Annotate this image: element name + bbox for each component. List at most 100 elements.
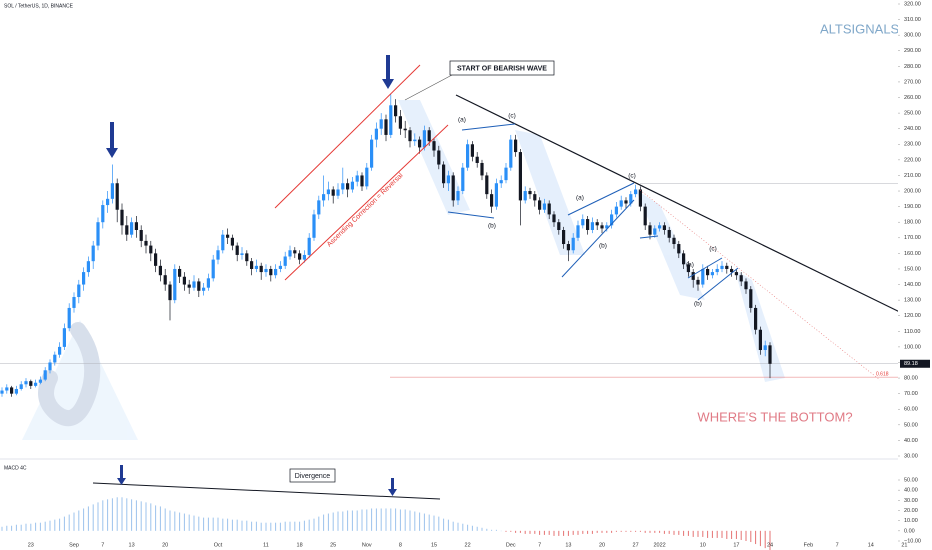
channel-line bbox=[274, 64, 421, 209]
candle-body bbox=[523, 191, 527, 201]
macd-bar bbox=[284, 521, 286, 531]
macd-bar bbox=[404, 509, 406, 531]
macd-bar bbox=[371, 508, 373, 531]
macd-bar bbox=[20, 524, 22, 531]
candle-body bbox=[480, 162, 484, 176]
y2-tick-label: 30.00 bbox=[904, 498, 918, 504]
candle-body bbox=[293, 250, 297, 254]
macd-bar bbox=[351, 510, 353, 531]
macd-bar bbox=[399, 509, 401, 531]
brand: ALTSIGNALS bbox=[820, 21, 900, 36]
candle-body bbox=[682, 253, 686, 265]
wedge-line bbox=[567, 182, 635, 216]
macd-bar bbox=[260, 522, 262, 531]
candle-body bbox=[677, 244, 681, 254]
macd-bar bbox=[78, 510, 80, 531]
candle-body bbox=[538, 200, 542, 210]
candle-body bbox=[250, 261, 254, 269]
macd-bar bbox=[481, 527, 483, 531]
wave-label: (c) bbox=[709, 246, 717, 253]
macd-bar bbox=[505, 530, 507, 532]
macd-bar bbox=[375, 508, 377, 531]
macd-bar bbox=[759, 530, 761, 547]
macd-bar bbox=[337, 511, 339, 531]
wedge-line bbox=[639, 235, 659, 239]
candle-body bbox=[418, 139, 422, 148]
candle-body bbox=[211, 259, 215, 279]
macd-bar bbox=[126, 498, 128, 531]
y-tick-label: 100.00 bbox=[904, 344, 921, 350]
candle-body bbox=[466, 144, 470, 168]
macd-bar bbox=[380, 508, 382, 531]
candle-body bbox=[264, 268, 268, 273]
fib-label: 0.618 bbox=[876, 371, 889, 377]
candle-body bbox=[221, 234, 225, 251]
macd-bar bbox=[755, 530, 757, 545]
candle-body bbox=[355, 175, 359, 182]
macd-bar bbox=[155, 505, 157, 531]
candle-body bbox=[346, 183, 350, 190]
macd-bar bbox=[726, 530, 728, 539]
candle-body bbox=[130, 222, 134, 235]
candle-body bbox=[86, 261, 90, 273]
macd-bar bbox=[179, 512, 181, 531]
macd-bar bbox=[294, 521, 296, 531]
x-tick-label: 13 bbox=[129, 542, 135, 548]
candle-body bbox=[317, 200, 321, 215]
macd-bar bbox=[678, 530, 680, 535]
macd-bar bbox=[457, 522, 459, 531]
wave-labels: (a) (c) (b) (a) (c) (b) (a) (c) (b) bbox=[458, 113, 717, 308]
wave-label: (a) bbox=[686, 262, 694, 269]
macd-bar bbox=[649, 530, 651, 533]
candle-body bbox=[518, 152, 522, 201]
macd-bar bbox=[308, 519, 310, 531]
macd-bar bbox=[543, 530, 545, 535]
macd-bar bbox=[318, 516, 320, 531]
y-tick-label: 270.00 bbox=[904, 79, 921, 85]
candle-body bbox=[461, 167, 465, 192]
y2-tick-label: −10.00 bbox=[904, 538, 921, 544]
candle-body bbox=[240, 253, 244, 255]
macd-bar bbox=[433, 515, 435, 531]
candle-body bbox=[331, 189, 335, 196]
y-tick-label: 180.00 bbox=[904, 220, 921, 226]
wedge-line bbox=[687, 257, 723, 279]
macd-bar bbox=[87, 506, 89, 531]
last-price-label: 89.18 bbox=[904, 361, 918, 367]
candle-body bbox=[547, 203, 551, 215]
x-tick-label: Dec bbox=[506, 542, 516, 548]
y2-tick-label: 20.00 bbox=[904, 508, 918, 514]
candle-body bbox=[269, 268, 273, 276]
candle-body bbox=[634, 189, 638, 195]
macd-bar bbox=[707, 530, 709, 538]
y-tick-label: 260.00 bbox=[904, 95, 921, 101]
candle-body bbox=[653, 228, 657, 235]
candle-body bbox=[206, 278, 210, 288]
candle-body bbox=[307, 237, 311, 255]
candle-body bbox=[562, 230, 566, 245]
candle-body bbox=[163, 275, 167, 285]
candle-body bbox=[134, 222, 138, 230]
macd-bar bbox=[644, 530, 646, 533]
candle-body bbox=[475, 156, 479, 163]
candle-body bbox=[398, 116, 402, 129]
macd-bar bbox=[697, 530, 699, 537]
candle-body bbox=[403, 128, 407, 131]
x-tick-label: 11 bbox=[263, 542, 269, 548]
macd-bar bbox=[241, 520, 243, 531]
macd-bar bbox=[639, 530, 641, 532]
candle-body bbox=[245, 253, 249, 262]
candle-body bbox=[24, 381, 28, 385]
x-tick-label: 2022 bbox=[653, 542, 665, 548]
y-tick-label: 110.00 bbox=[904, 329, 920, 335]
macd-bar bbox=[683, 530, 685, 536]
candle-body bbox=[422, 130, 426, 148]
candle-body bbox=[341, 183, 345, 190]
macd-bar bbox=[212, 517, 214, 531]
y-tick-label: 240.00 bbox=[904, 126, 921, 132]
macd-bar bbox=[423, 513, 425, 531]
macd-bar bbox=[121, 497, 123, 531]
x-tick-label: Oct bbox=[214, 542, 223, 548]
macd-bar bbox=[409, 510, 411, 531]
